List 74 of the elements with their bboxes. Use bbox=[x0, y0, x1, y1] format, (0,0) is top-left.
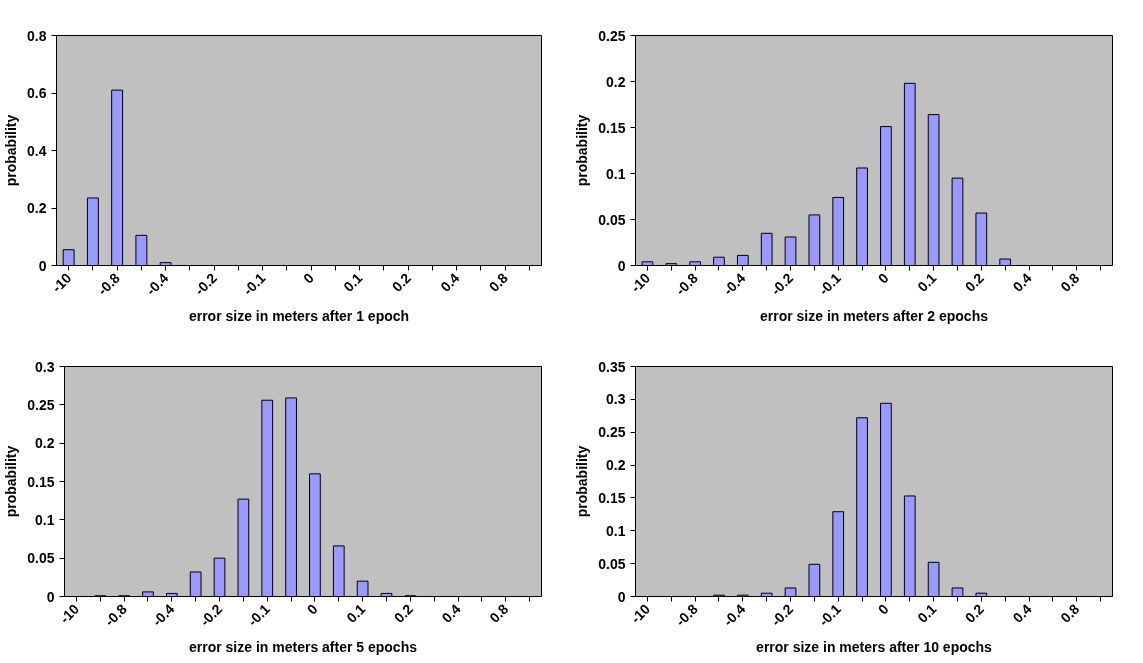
x-axis-title: error size in meters after 5 epochs bbox=[189, 638, 418, 655]
y-axis-title: probability bbox=[3, 114, 20, 187]
y-tick-label: 0 bbox=[46, 588, 55, 605]
x-tick-label: 0.4 bbox=[438, 600, 464, 626]
x-tick-label: -0.4 bbox=[149, 600, 178, 630]
x-tick-label: 0.1 bbox=[343, 600, 369, 626]
x-tick-label: 0 bbox=[874, 269, 892, 287]
y-tick-label: 0.2 bbox=[606, 73, 626, 90]
x-tick-label: -0.1 bbox=[244, 600, 274, 630]
x-tick-label: 0 bbox=[303, 600, 321, 618]
y-tick-label: 0.2 bbox=[35, 435, 55, 452]
x-axis-title: error size in meters after 10 epochs bbox=[756, 638, 993, 655]
x-tick-label: -10 bbox=[627, 269, 654, 296]
y-tick-label: 0.1 bbox=[35, 511, 55, 528]
x-tick-label: -0.1 bbox=[815, 600, 845, 630]
y-tick-label: 0 bbox=[617, 588, 626, 605]
y-tick-label: 0.35 bbox=[598, 358, 626, 375]
x-tick-label: -0.8 bbox=[94, 269, 123, 299]
x-tick-label: -0.2 bbox=[191, 269, 220, 299]
x-tick-label: 0 bbox=[874, 600, 892, 618]
x-tick-label: 0.2 bbox=[390, 600, 417, 626]
x-tick-label: -0.2 bbox=[767, 600, 797, 630]
y-tick-label: 0.4 bbox=[27, 142, 47, 159]
y-tick-label: 0.15 bbox=[27, 473, 55, 490]
y-tick-label: 0.1 bbox=[606, 522, 626, 539]
y-axis-title: probability bbox=[574, 114, 591, 187]
x-tick-label: -0.2 bbox=[767, 269, 797, 299]
x-tick-label: -10 bbox=[48, 269, 75, 296]
y-tick-label: 0.2 bbox=[27, 200, 47, 216]
x-tick-label: -0.8 bbox=[672, 269, 701, 299]
x-tick-label: 0.2 bbox=[961, 600, 988, 626]
y-axis-title: probability bbox=[574, 445, 591, 518]
x-tick-label: 0.4 bbox=[1009, 269, 1035, 295]
x-tick-label: -10 bbox=[56, 600, 83, 627]
y-tick-label: 0.25 bbox=[598, 27, 626, 44]
x-tick-label: -0.1 bbox=[239, 269, 269, 299]
x-tick-label: -0.8 bbox=[672, 600, 701, 630]
x-axis-title: error size in meters after 2 epochs bbox=[760, 307, 989, 324]
y-tick-label: 0.6 bbox=[27, 85, 47, 101]
y-tick-label: 0.05 bbox=[27, 550, 55, 567]
x-tick-label: 0.1 bbox=[914, 269, 940, 295]
y-tick-label: 0.3 bbox=[35, 358, 55, 375]
x-tick-label: -0.8 bbox=[101, 600, 130, 630]
y-tick-label: 0 bbox=[617, 257, 626, 274]
x-tick-label: 0.2 bbox=[388, 269, 414, 295]
x-tick-label: 0.1 bbox=[340, 269, 366, 295]
x-tick-label: -0.4 bbox=[720, 600, 749, 630]
y-tick-label: 0.1 bbox=[606, 165, 626, 182]
y-tick-label: 0.25 bbox=[598, 424, 626, 441]
y-tick-label: 0.05 bbox=[598, 555, 626, 572]
x-tick-label: -0.1 bbox=[815, 269, 845, 299]
x-axis-title: error size in meters after 1 epoch bbox=[188, 307, 410, 324]
x-tick-label: 0.8 bbox=[485, 269, 511, 295]
x-tick-label: -0.2 bbox=[196, 600, 226, 630]
y-tick-label: 0 bbox=[38, 257, 47, 274]
x-tick-label: 0.1 bbox=[914, 600, 940, 626]
x-tick-label: 0.2 bbox=[961, 269, 988, 295]
x-tick-label: 0.8 bbox=[1057, 269, 1083, 295]
x-tick-label: 0 bbox=[299, 269, 317, 287]
y-tick-label: 0.15 bbox=[598, 489, 626, 506]
y-tick-label: 0.2 bbox=[606, 457, 626, 474]
y-axis-title: probability bbox=[3, 445, 20, 518]
y-tick-label: 0.8 bbox=[27, 27, 47, 44]
x-tick-label: -10 bbox=[627, 600, 654, 627]
y-tick-label: 0.05 bbox=[598, 211, 626, 228]
y-tick-label: 0.25 bbox=[27, 396, 55, 413]
x-tick-label: 0.4 bbox=[1009, 600, 1035, 626]
x-tick-label: 0.8 bbox=[1057, 600, 1083, 626]
x-tick-label: 0.4 bbox=[437, 269, 463, 295]
x-tick-label: -0.4 bbox=[142, 269, 172, 299]
y-tick-label: 0.15 bbox=[598, 119, 626, 136]
x-tick-label: 0.8 bbox=[486, 600, 512, 626]
x-tick-label: -0.4 bbox=[720, 269, 749, 299]
y-tick-label: 0.3 bbox=[606, 391, 626, 408]
